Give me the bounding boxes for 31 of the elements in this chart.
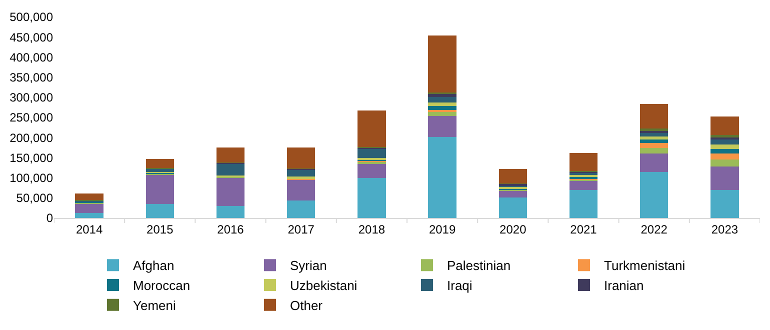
y-tick-label: 50,000 (16, 191, 54, 206)
legend-label: Moroccan (133, 278, 190, 294)
x-tick-label: 2022 (640, 222, 668, 236)
y-tick-label: 500,000 (10, 10, 54, 24)
x-tick-label: 2016 (217, 222, 244, 236)
legend-label: Afghan (133, 258, 174, 274)
y-tick-label: 350,000 (10, 70, 54, 84)
legend-label: Turkmenistani (604, 258, 686, 274)
legend-label: Other (290, 298, 324, 313)
legend-label: Yemeni (133, 298, 176, 313)
legend-label: Syrian (290, 258, 327, 274)
x-tick-label: 2020 (500, 222, 527, 236)
y-tick-label: 150,000 (10, 150, 54, 165)
x-tick-label: 2015 (146, 222, 174, 236)
x-tick-label: 2019 (428, 222, 456, 236)
y-tick-label: 250,000 (10, 110, 54, 125)
y-tick-label: 200,000 (10, 130, 54, 145)
y-tick-label: 0 (46, 211, 54, 226)
legend-label: Iranian (604, 278, 644, 294)
x-tick-label: 2014 (76, 222, 103, 236)
legend-label: Iraqi (447, 278, 472, 294)
y-tick-label: 450,000 (10, 30, 54, 44)
x-tick-label: 2021 (570, 222, 598, 236)
y-tick-label: 100,000 (10, 171, 54, 185)
x-tick-label: 2023 (711, 222, 738, 236)
y-tick-label: 400,000 (10, 50, 54, 64)
y-tick-label: 300,000 (10, 90, 54, 105)
x-tick-label: 2018 (358, 222, 386, 236)
legend-label: Palestinian (447, 258, 511, 274)
x-tick-label: 2017 (288, 222, 315, 236)
legend-label: Uzbekistani (290, 278, 358, 294)
